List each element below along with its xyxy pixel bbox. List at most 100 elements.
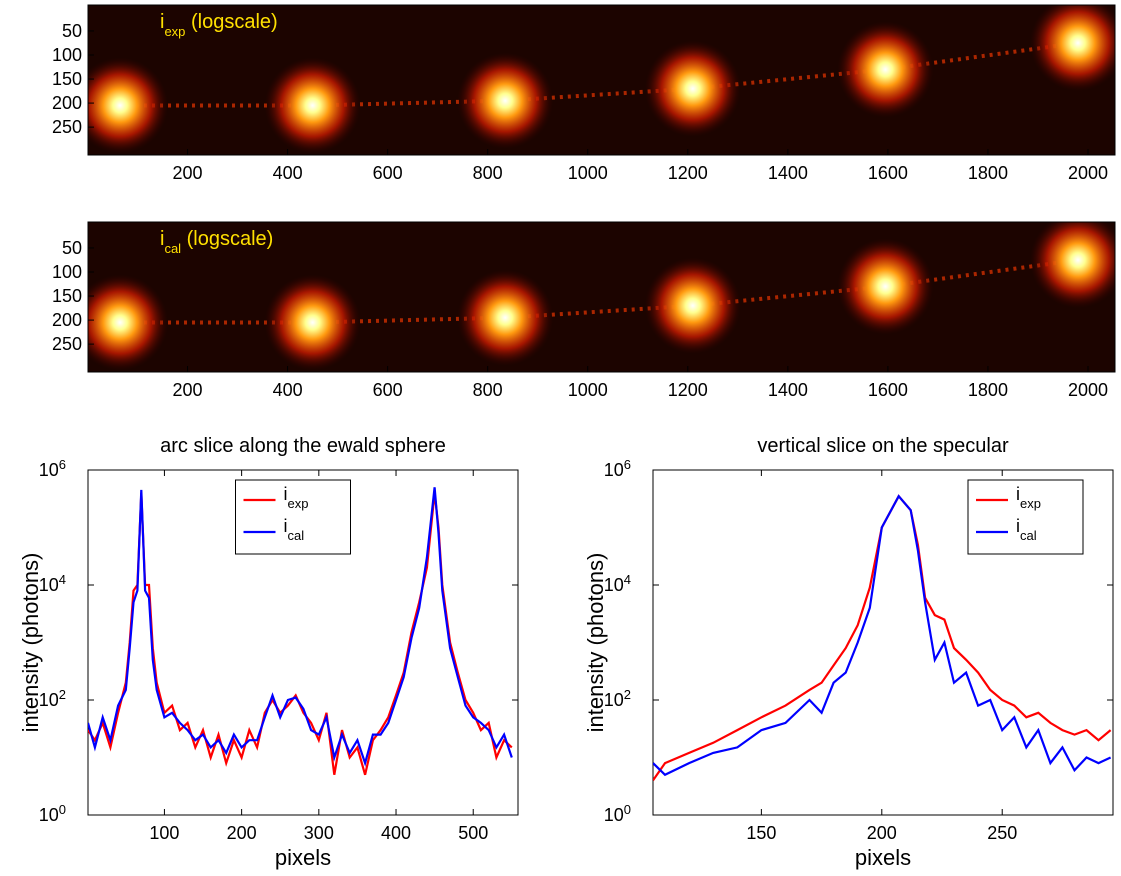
image-label-part: i [160, 228, 164, 250]
legend-label-part: i [284, 484, 288, 504]
y-tick-label-part: 10 [39, 690, 59, 710]
y-tick-label: 50 [62, 238, 82, 258]
legend-box [235, 479, 351, 555]
x-tick-label: 800 [473, 163, 503, 183]
x-tick-label: 150 [746, 823, 776, 843]
x-tick-label: 1200 [668, 380, 708, 400]
legend-label-part: cal [1020, 528, 1037, 543]
plot-lines [88, 487, 513, 776]
peak [837, 238, 934, 335]
peak [837, 21, 934, 118]
y-tick-label-part: 0 [59, 802, 66, 817]
x-tick-label: 1000 [568, 380, 608, 400]
x-axis-label: pixels [855, 845, 911, 870]
x-tick-label: 2000 [1068, 380, 1108, 400]
x-tick-label: 400 [273, 163, 303, 183]
legend-label-part: cal [288, 528, 305, 543]
x-tick-label: 1600 [868, 163, 908, 183]
x-tick-label: 400 [381, 823, 411, 843]
x-tick-label: 600 [373, 380, 403, 400]
image-label-part: i [160, 11, 164, 33]
y-tick-label: 106 [604, 457, 631, 481]
x-tick-label: 600 [373, 163, 403, 183]
y-tick-label: 104 [604, 572, 631, 596]
image-content [88, 5, 1115, 154]
peak [88, 274, 169, 371]
legend-label-part: i [1016, 516, 1020, 536]
y-axis-label: intensity (photons) [18, 553, 43, 733]
peak [264, 274, 361, 371]
x-tick-label: 1400 [768, 163, 808, 183]
peak [1029, 222, 1115, 308]
y-tick-label-part: 6 [624, 457, 631, 472]
y-tick-label: 100 [52, 262, 82, 282]
x-tick-label: 1200 [668, 163, 708, 183]
x-tick-label: 100 [149, 823, 179, 843]
x-tick-label: 200 [227, 823, 257, 843]
image-label: ical (logscale) [160, 228, 273, 256]
x-tick-label: 1400 [768, 380, 808, 400]
image-label-part: exp [164, 24, 185, 39]
y-tick-label-part: 10 [604, 690, 624, 710]
x-tick-label: 1600 [868, 380, 908, 400]
x-tick-label: 400 [273, 380, 303, 400]
x-tick-label: 1800 [968, 380, 1008, 400]
x-tick-label: 800 [473, 380, 503, 400]
y-tick-label-part: 4 [624, 572, 631, 587]
image-label: iexp (logscale) [160, 11, 278, 39]
image-content [88, 222, 1115, 371]
y-tick-label-part: 10 [39, 805, 59, 825]
y-tick-label-part: 2 [59, 687, 66, 702]
image-frame [87, 221, 1116, 373]
y-tick-label-part: 10 [604, 805, 624, 825]
y-tick-label: 100 [39, 802, 66, 826]
legend-label-part: i [284, 516, 288, 536]
x-tick-label: 1800 [968, 163, 1008, 183]
x-tick-label: 200 [173, 163, 203, 183]
y-tick-label-part: 2 [624, 687, 631, 702]
peak [264, 57, 361, 154]
y-tick-label: 250 [52, 117, 82, 137]
y-tick-label: 250 [52, 334, 82, 354]
legend-label-part: i [1016, 484, 1020, 504]
y-axis-label: intensity (photons) [583, 553, 608, 733]
image-label-part: (logscale) [185, 11, 277, 33]
y-tick-label: 102 [604, 687, 631, 711]
legend-label-part: exp [288, 496, 309, 511]
peak [1029, 5, 1115, 91]
y-tick-label-part: 6 [59, 457, 66, 472]
peak [457, 269, 554, 366]
y-tick-label-part: 10 [39, 460, 59, 480]
y-tick-label: 150 [52, 69, 82, 89]
x-axis-label: pixels [275, 845, 331, 870]
image-background [88, 222, 1115, 372]
y-tick-label-part: 10 [604, 460, 624, 480]
y-tick-label: 100 [604, 802, 631, 826]
chart-title: arc slice along the ewald sphere [160, 435, 446, 457]
y-tick-label-part: 10 [604, 575, 624, 595]
y-tick-label-part: 10 [39, 575, 59, 595]
image-label-part: cal [164, 241, 181, 256]
x-tick-label: 1000 [568, 163, 608, 183]
y-tick-label: 150 [52, 286, 82, 306]
image-background [88, 5, 1115, 155]
peak [644, 257, 741, 354]
y-tick-label: 200 [52, 93, 82, 113]
legend-label-part: exp [1020, 496, 1041, 511]
legend-label: iexp [1016, 484, 1041, 511]
y-tick-label-part: 0 [624, 802, 631, 817]
legend-box [967, 479, 1084, 555]
legend-label: iexp [284, 484, 309, 511]
x-tick-label: 2000 [1068, 163, 1108, 183]
series-line [88, 487, 513, 767]
y-tick-label: 106 [39, 457, 66, 481]
y-tick-label: 100 [52, 45, 82, 65]
y-tick-label-part: 4 [59, 572, 66, 587]
x-tick-label: 300 [304, 823, 334, 843]
y-tick-label: 200 [52, 310, 82, 330]
series-line [653, 494, 1112, 777]
image-label-part: (logscale) [181, 228, 273, 250]
x-tick-label: 200 [173, 380, 203, 400]
